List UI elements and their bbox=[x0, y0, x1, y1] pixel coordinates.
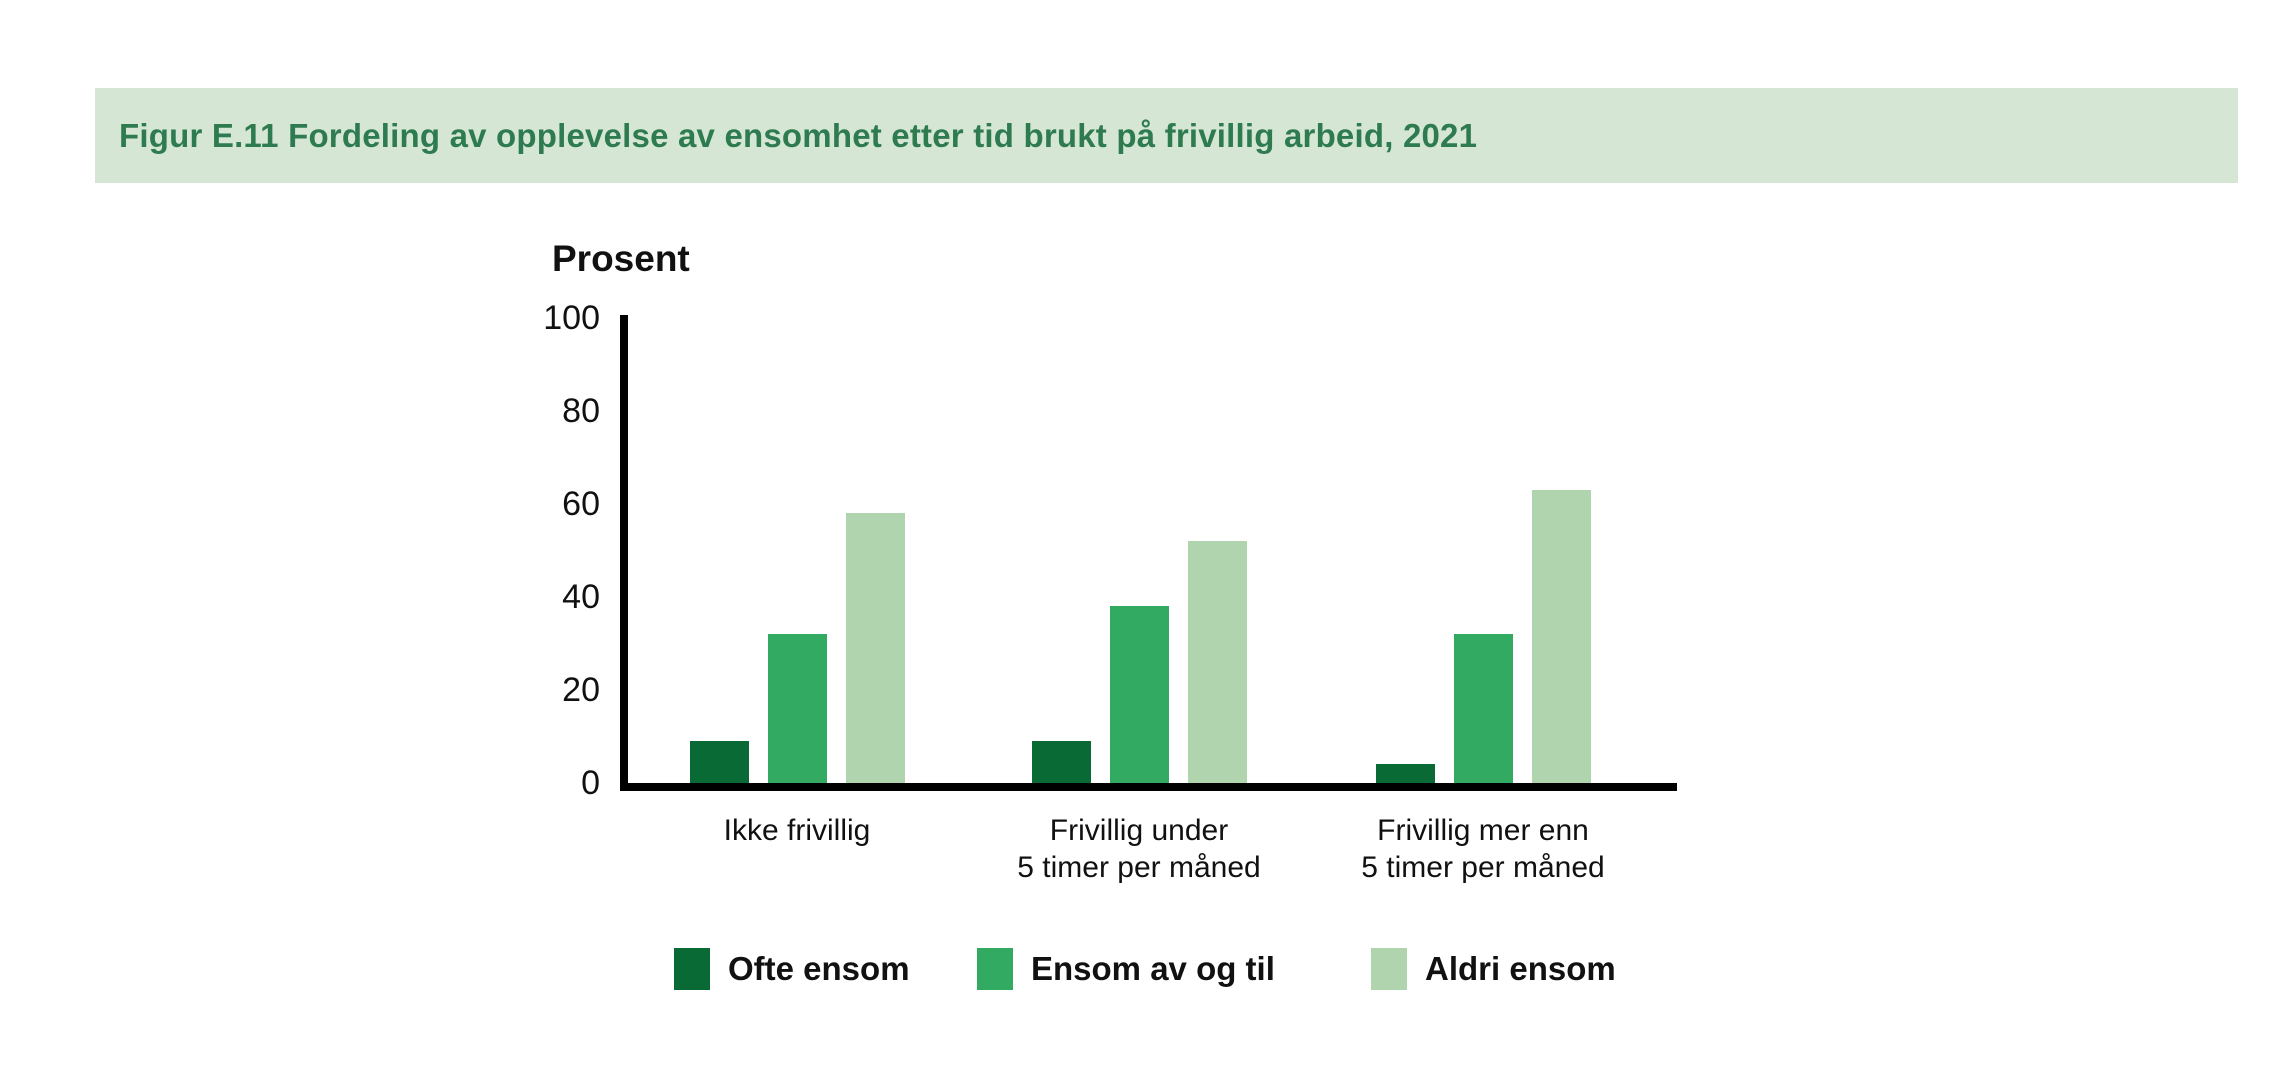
y-tick-label: 40 bbox=[562, 578, 600, 616]
x-category-label: Ikke frivillig bbox=[723, 814, 871, 847]
legend-item: Ofte ensom bbox=[674, 948, 910, 990]
legend-swatch bbox=[674, 948, 710, 990]
figure-title-banner: Figur E.11 Fordeling av opplevelse av en… bbox=[95, 88, 2238, 183]
y-tick-label: 100 bbox=[543, 299, 600, 337]
legend-label: Ensom av og til bbox=[1031, 950, 1275, 987]
y-tick-label: 20 bbox=[562, 671, 600, 709]
legend-swatch bbox=[977, 948, 1013, 990]
legend-label: Ofte ensom bbox=[728, 950, 910, 987]
bar bbox=[768, 634, 827, 783]
bar bbox=[1532, 490, 1591, 783]
bar bbox=[1110, 606, 1169, 783]
bar bbox=[1376, 764, 1435, 783]
x-category-label: Frivillig under 5 timer per måned bbox=[1017, 814, 1261, 884]
bar bbox=[1454, 634, 1513, 783]
legend-label: Aldri ensom bbox=[1425, 950, 1616, 987]
legend-swatch bbox=[1371, 948, 1407, 990]
legend-item: Ensom av og til bbox=[977, 948, 1275, 990]
y-tick-label: 60 bbox=[562, 485, 600, 523]
x-category-label: Frivillig mer enn 5 timer per måned bbox=[1361, 814, 1605, 884]
bar bbox=[690, 741, 749, 783]
y-tick-label: 0 bbox=[581, 764, 600, 802]
figure-title: Figur E.11 Fordeling av opplevelse av en… bbox=[119, 116, 1478, 154]
y-axis-title: Prosent bbox=[552, 238, 690, 279]
bar bbox=[1032, 741, 1091, 783]
plot-area bbox=[620, 315, 1677, 791]
bar bbox=[846, 513, 905, 783]
chart-legend: Ofte ensom Ensom av og til Aldri ensom bbox=[0, 948, 2293, 996]
y-tick-label: 80 bbox=[562, 392, 600, 430]
legend-item: Aldri ensom bbox=[1371, 948, 1616, 990]
bar bbox=[1188, 541, 1247, 783]
